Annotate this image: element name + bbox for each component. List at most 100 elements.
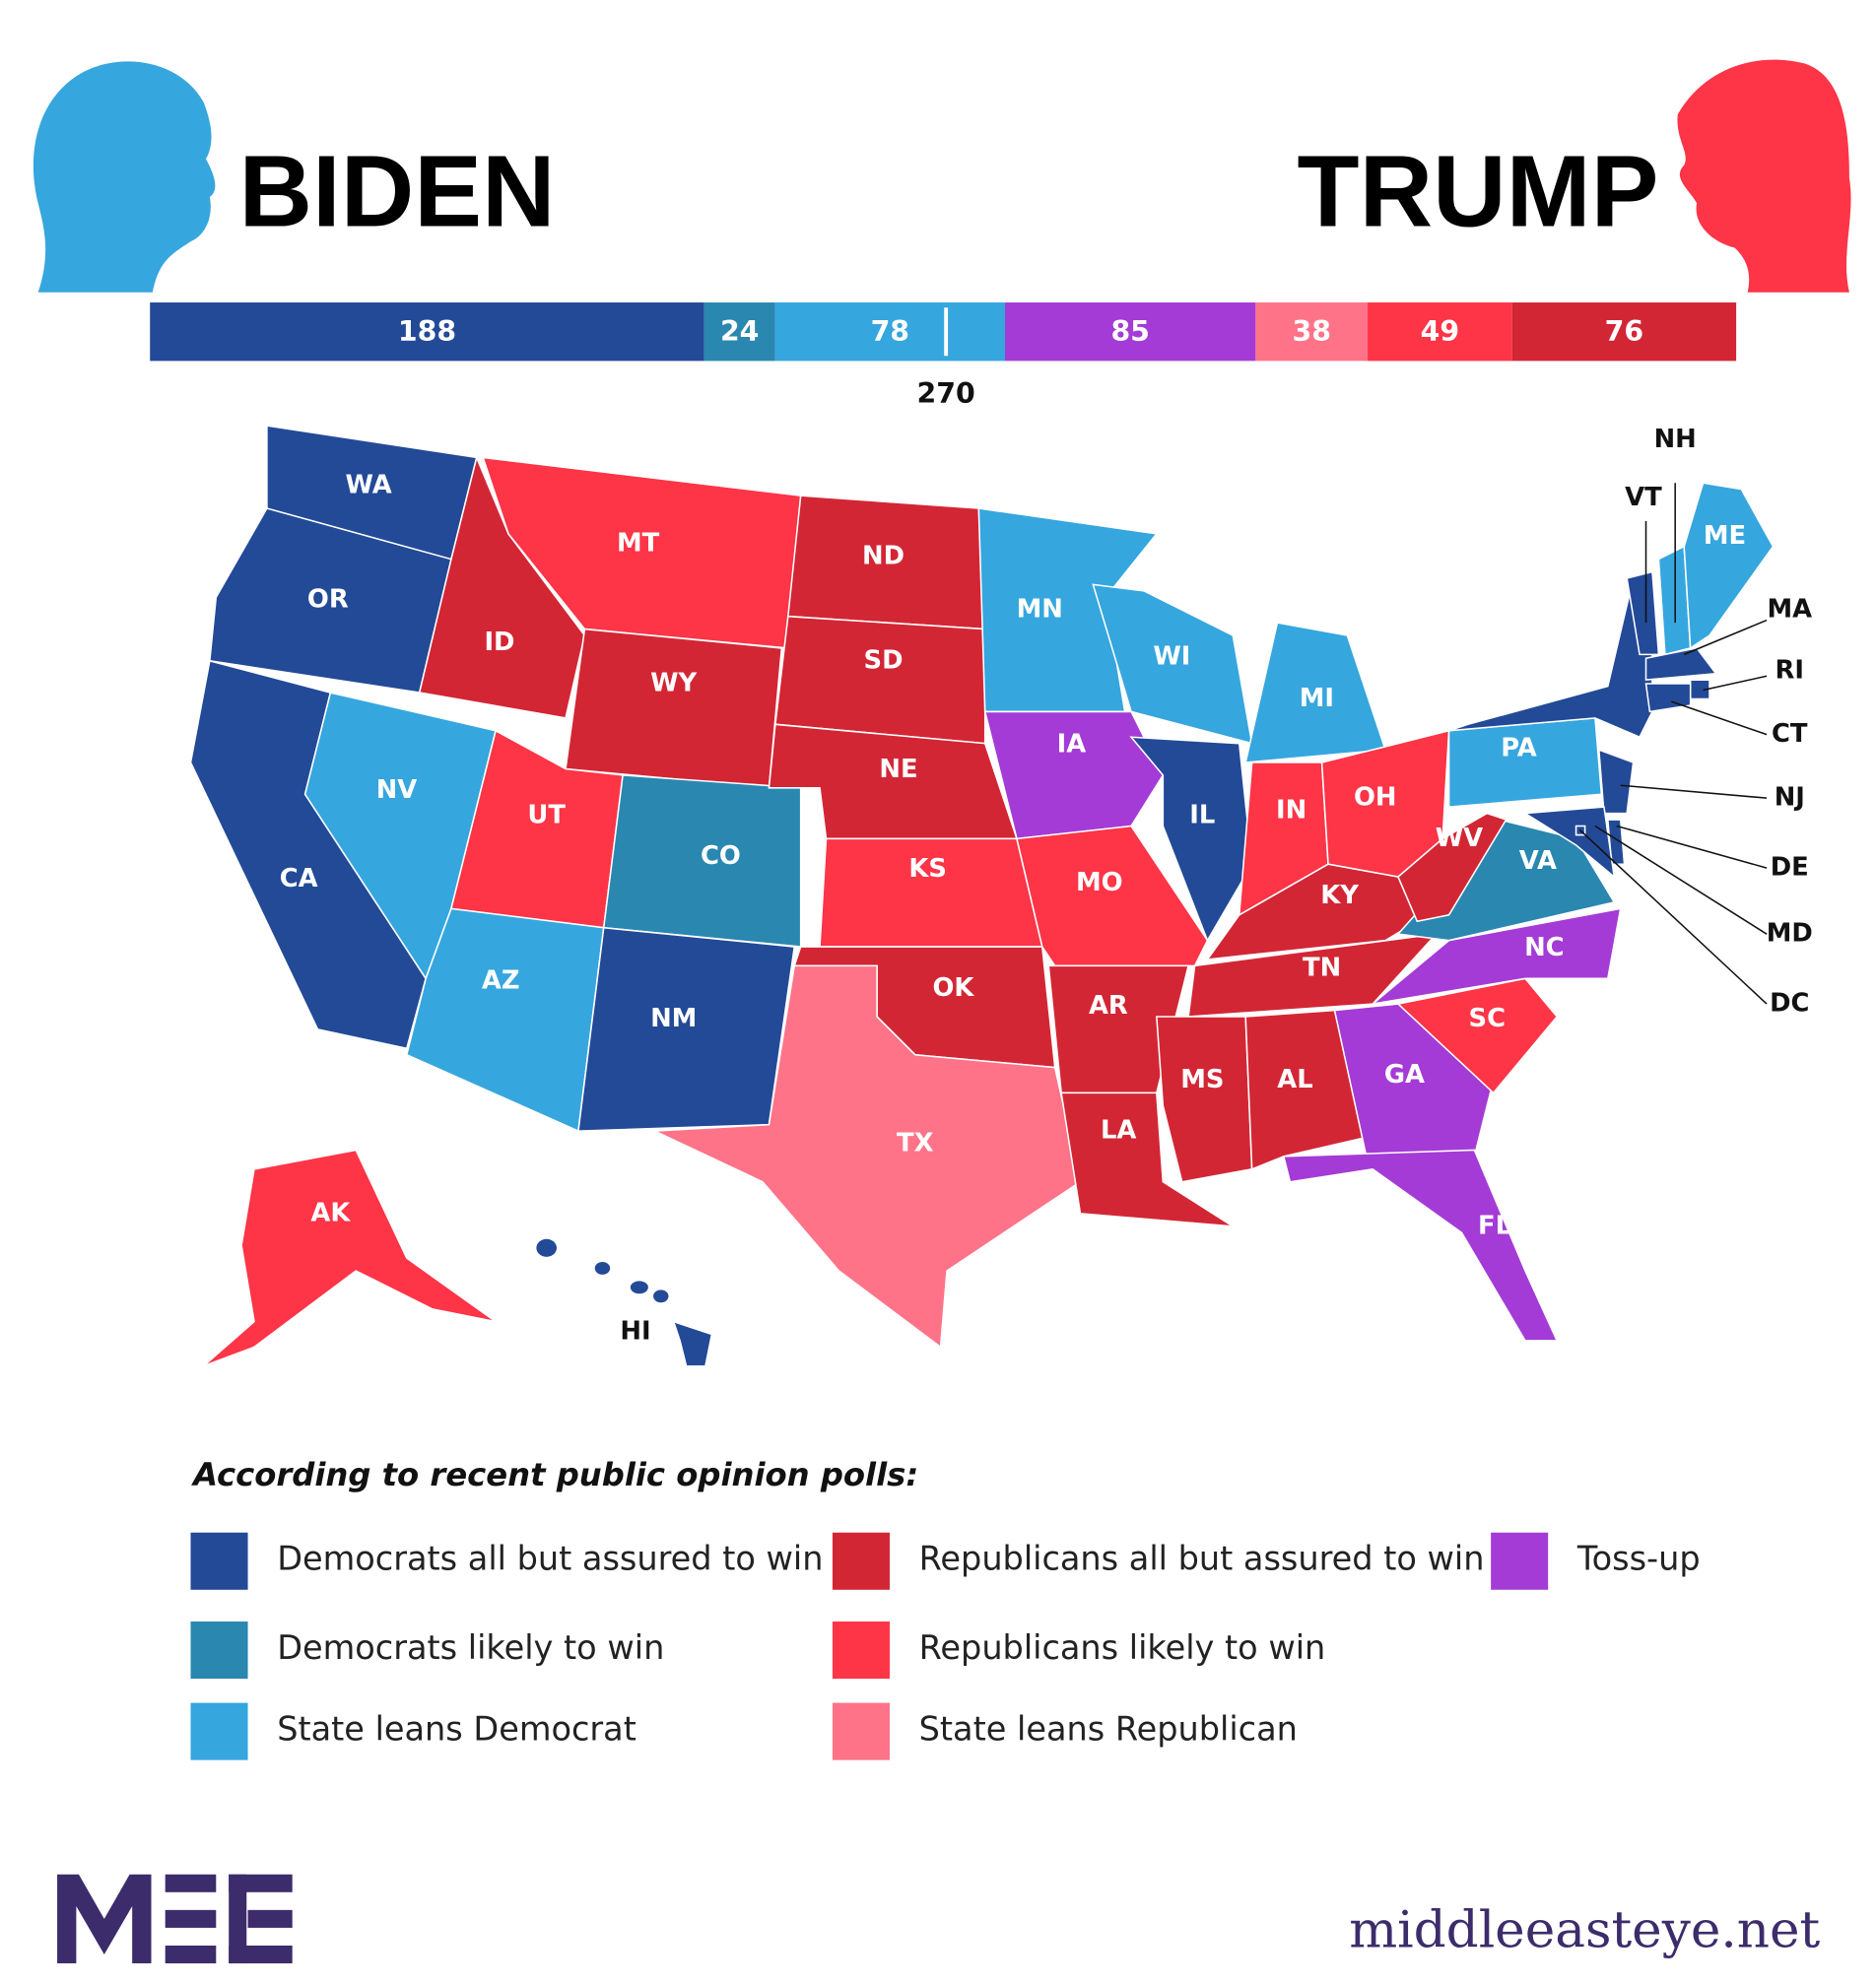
state-label: OR (307, 584, 349, 614)
state-label: IN (1276, 796, 1306, 826)
state (202, 1149, 497, 1367)
state-label: ID (484, 628, 514, 657)
state-label: NJ (1775, 783, 1805, 813)
state (1644, 647, 1717, 682)
legend-swatch (190, 1532, 248, 1590)
leader-line (1616, 825, 1768, 869)
state (209, 507, 452, 694)
state-label: MS (1180, 1065, 1224, 1094)
island (594, 1261, 611, 1275)
bar-segment (774, 302, 1005, 362)
right-name: TRUMP (1298, 135, 1659, 248)
state-label: VA (1519, 846, 1557, 876)
state-label: FL (1478, 1211, 1511, 1240)
state-label: AR (1089, 991, 1128, 1021)
mee-logo (57, 1874, 293, 1964)
state (565, 628, 783, 789)
legend-label: Democrats all but assured to win (277, 1540, 823, 1578)
trump-head (1677, 59, 1851, 293)
state-label: UT (527, 801, 566, 830)
biden-head (33, 61, 216, 293)
state-label: NM (650, 1004, 697, 1033)
bar-value-label: 78 (871, 315, 909, 348)
state-label: ND (862, 542, 904, 571)
state-label: CT (1772, 719, 1808, 749)
state-label: TX (897, 1129, 934, 1158)
state (1244, 1009, 1368, 1170)
legend-swatch (832, 1702, 890, 1760)
state (1282, 1149, 1559, 1342)
leader-line (1578, 828, 1768, 1005)
state-label: NV (376, 775, 418, 805)
state-label: DE (1771, 853, 1809, 883)
state (1626, 570, 1660, 656)
state (1397, 812, 1508, 923)
state-label: NH (1654, 425, 1697, 454)
leader-line (1620, 784, 1768, 799)
state (405, 907, 605, 1133)
state (672, 1320, 713, 1367)
state-label: NE (879, 755, 917, 784)
threshold-label: 270 (917, 377, 975, 410)
state-label: RI (1776, 656, 1804, 686)
bar-segment (1004, 302, 1256, 362)
site-url: middleeasteye.net (1349, 1900, 1820, 1959)
state-label: GA (1384, 1060, 1425, 1090)
state (1644, 683, 1692, 713)
state-label: OH (1354, 783, 1397, 813)
bar-segment (1255, 302, 1369, 362)
state-label: WV (1436, 824, 1483, 853)
state-label: TN (1303, 953, 1341, 982)
state-label: IL (1189, 801, 1215, 830)
state-label: CA (280, 864, 318, 893)
state-label: NC (1524, 933, 1564, 962)
state-label: HI (620, 1316, 650, 1346)
bar-value-label: 188 (398, 315, 456, 348)
state (1333, 1003, 1495, 1158)
bar-segment (1511, 302, 1737, 362)
state-label: VT (1625, 483, 1662, 512)
bar-value-label: 49 (1421, 315, 1459, 348)
state-label: DC (1770, 989, 1809, 1019)
state (774, 615, 986, 745)
seat-bar: 188 24 78 85 38 49 76 270 (150, 302, 1737, 410)
state (1370, 907, 1622, 1006)
state-label: MI (1300, 684, 1334, 713)
state-label: WA (345, 470, 391, 499)
state-label: CO (701, 841, 741, 871)
state (1522, 806, 1616, 880)
state-label: MD (1767, 919, 1813, 949)
state (983, 710, 1165, 840)
state (1092, 583, 1253, 745)
state-label: ME (1704, 521, 1746, 551)
bar-value-label: 85 (1110, 315, 1149, 348)
state-label: AZ (482, 965, 520, 995)
legend-label: Republicans likely to win (919, 1628, 1326, 1667)
island (536, 1238, 558, 1257)
legend-label: State leans Republican (919, 1709, 1298, 1748)
state (1683, 482, 1775, 650)
state-label: PA (1501, 733, 1537, 762)
legend: Democrats all but assured to win Democrat… (190, 1532, 1701, 1760)
state-label: SD (864, 645, 904, 675)
state-label: KY (1320, 881, 1359, 910)
legend-title: According to recent public opinion polls… (190, 1456, 918, 1493)
legend-swatch (832, 1532, 890, 1590)
state (1156, 1016, 1253, 1183)
state-label: IA (1057, 729, 1087, 759)
legend-swatch (190, 1621, 248, 1680)
state (1396, 977, 1559, 1094)
bar-value-label: 24 (720, 315, 759, 348)
bar-segment (150, 302, 704, 362)
state-label: MN (1017, 595, 1063, 625)
island (653, 1290, 669, 1303)
state-label: MA (1767, 595, 1812, 625)
state-label: MO (1076, 868, 1123, 897)
bar-segment (704, 302, 775, 362)
legend-label: Republicans all but assured to win (919, 1540, 1485, 1578)
legend-label: State leans Democrat (277, 1709, 636, 1748)
state-label: SC (1469, 1004, 1507, 1033)
state (1448, 577, 1653, 739)
left-name: BIDEN (239, 135, 556, 248)
